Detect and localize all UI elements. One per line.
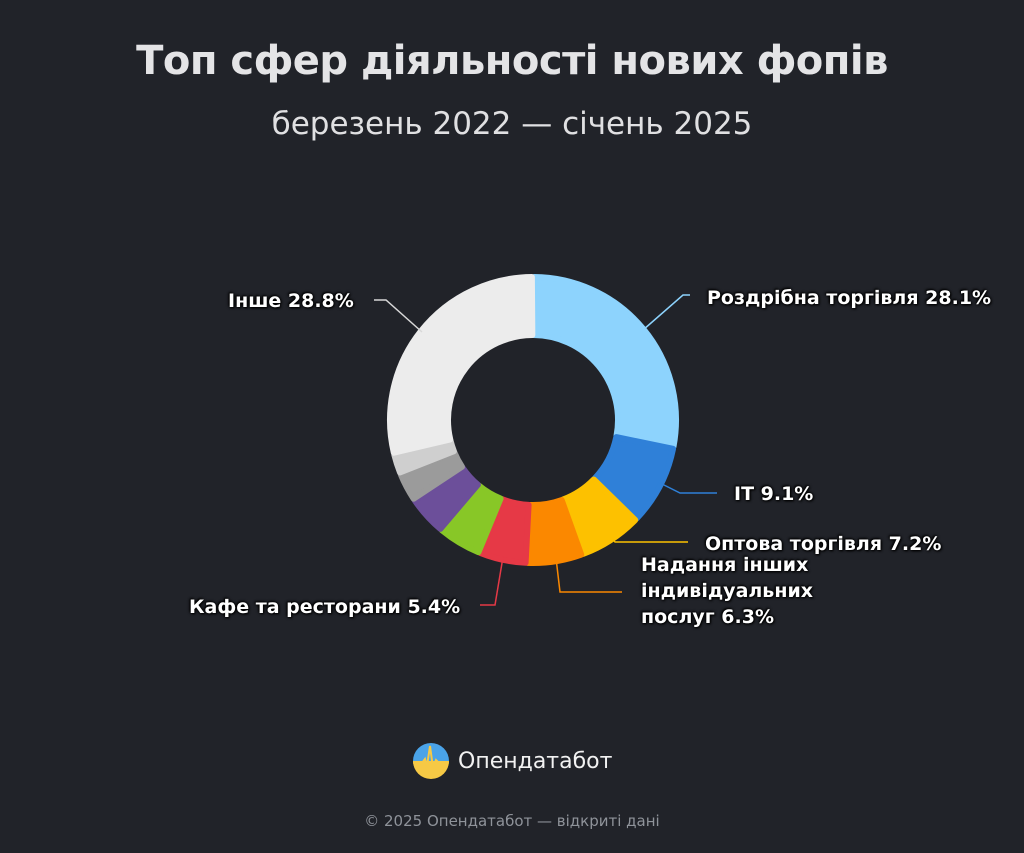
- leader-line-retail: [642, 294, 690, 331]
- label-services-line2: індивідуальних: [641, 580, 814, 602]
- donut-slice-9: [387, 274, 536, 456]
- chart-title: Топ сфер діяльності нових фопів: [136, 38, 888, 84]
- chart-subtitle: березень 2022 — січень 2025: [271, 106, 753, 142]
- label-services: Надання інших індивідуальних послуг 6.3%: [641, 552, 813, 630]
- donut-slice-0: [530, 274, 679, 450]
- footer-copyright: © 2025 Опендатабот — відкриті дані: [364, 812, 660, 830]
- label-wholesale: Оптова торгівля 7.2%: [705, 533, 942, 555]
- brand: Опендатабот: [412, 742, 612, 780]
- leader-line-it: [659, 482, 717, 494]
- label-it: IT 9.1%: [734, 483, 814, 505]
- label-services-line3: послуг 6.3%: [641, 606, 774, 628]
- opendatabot-logo-icon: [413, 743, 449, 779]
- label-services-line1: Надання інших: [641, 554, 809, 576]
- leader-lines: [374, 294, 717, 606]
- leader-line-services: [555, 557, 622, 593]
- donut-slices: [387, 274, 679, 566]
- label-retail: Роздрібна торгівля 28.1%: [707, 287, 992, 309]
- leader-line-cafe: [480, 556, 504, 606]
- label-cafe: Кафе та ресторани 5.4%: [189, 596, 461, 618]
- leader-line-other: [374, 299, 423, 333]
- leader-line-wholesale: [609, 534, 688, 543]
- label-other: Інше 28.8%: [228, 290, 354, 312]
- brand-name: Опендатабот: [458, 748, 613, 774]
